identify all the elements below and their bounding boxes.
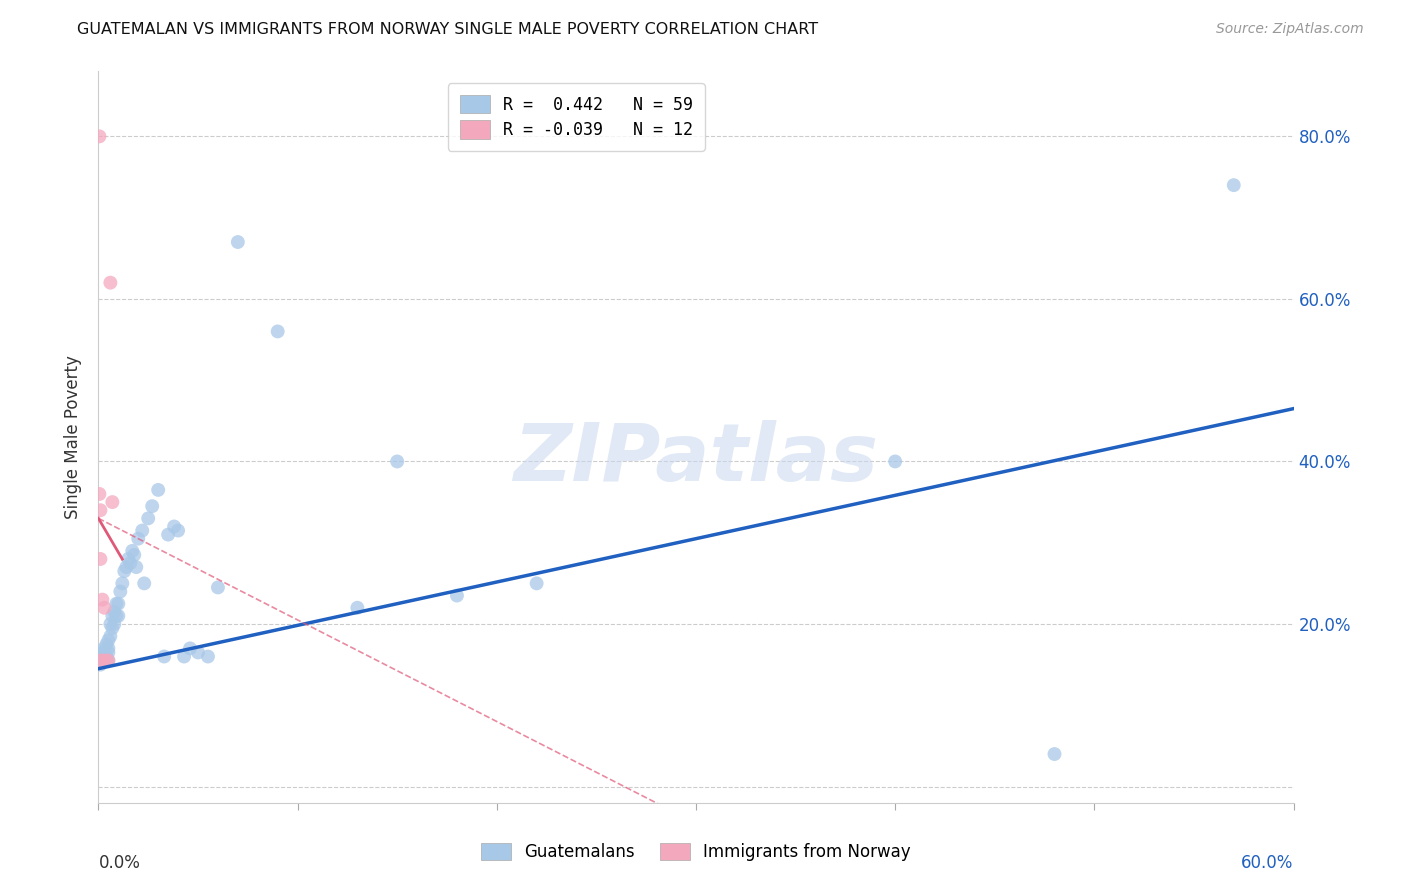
Point <box>93 654 115 668</box>
Point <box>127 532 149 546</box>
Point <box>107 597 129 611</box>
Text: 60.0%: 60.0% <box>1241 854 1294 872</box>
Point <box>97 633 120 648</box>
Point <box>526 576 548 591</box>
Point <box>96 654 118 668</box>
Point <box>89 654 111 668</box>
Text: Source: ZipAtlas.com: Source: ZipAtlas.com <box>1216 22 1364 37</box>
Legend: Guatemalans, Immigrants from Norway: Guatemalans, Immigrants from Norway <box>474 836 918 868</box>
Point <box>187 645 209 659</box>
Point <box>89 654 111 668</box>
Point <box>97 654 120 668</box>
Point <box>93 645 115 659</box>
Point <box>148 483 170 497</box>
Point <box>163 519 186 533</box>
Point <box>111 576 134 591</box>
Point <box>346 600 368 615</box>
Point <box>91 654 114 668</box>
Point <box>97 654 120 668</box>
Point <box>153 649 176 664</box>
Point <box>89 657 111 672</box>
Text: ZIPatlas: ZIPatlas <box>513 420 879 498</box>
Point <box>91 592 114 607</box>
Point <box>120 556 142 570</box>
Point <box>167 524 190 538</box>
Point <box>103 605 125 619</box>
Point <box>96 637 118 651</box>
Point <box>136 511 159 525</box>
Point <box>124 548 146 562</box>
Point <box>226 235 249 249</box>
Point <box>101 621 124 635</box>
Point <box>98 276 122 290</box>
Point <box>267 325 290 339</box>
Point <box>89 503 111 517</box>
Point <box>1043 747 1066 761</box>
Point <box>96 654 118 668</box>
Point <box>93 641 115 656</box>
Point <box>89 552 111 566</box>
Point <box>101 495 124 509</box>
Point <box>112 564 135 578</box>
Point <box>107 608 129 623</box>
Point <box>103 617 125 632</box>
Point <box>98 617 122 632</box>
Point <box>89 487 111 501</box>
Point <box>98 629 122 643</box>
Point <box>110 584 132 599</box>
Point <box>197 649 219 664</box>
Point <box>446 589 468 603</box>
Point <box>93 600 115 615</box>
Point <box>121 544 143 558</box>
Point <box>89 129 111 144</box>
Point <box>96 649 118 664</box>
Point <box>134 576 156 591</box>
Text: 0.0%: 0.0% <box>98 854 141 872</box>
Point <box>385 454 409 468</box>
Point <box>115 560 138 574</box>
Point <box>97 641 120 656</box>
Point <box>91 654 114 668</box>
Point <box>131 524 153 538</box>
Point <box>105 608 128 623</box>
Point <box>179 641 201 656</box>
Text: GUATEMALAN VS IMMIGRANTS FROM NORWAY SINGLE MALE POVERTY CORRELATION CHART: GUATEMALAN VS IMMIGRANTS FROM NORWAY SIN… <box>77 22 818 37</box>
Point <box>105 597 128 611</box>
Point <box>91 649 114 664</box>
Point <box>91 645 114 659</box>
Point <box>207 581 229 595</box>
Point <box>101 608 124 623</box>
Point <box>91 654 114 668</box>
Point <box>125 560 148 574</box>
Point <box>1223 178 1246 193</box>
Point <box>97 645 120 659</box>
Point <box>173 649 195 664</box>
Point <box>141 499 163 513</box>
Point <box>157 527 180 541</box>
Y-axis label: Single Male Poverty: Single Male Poverty <box>65 355 83 519</box>
Point <box>884 454 907 468</box>
Point <box>117 552 139 566</box>
Point <box>89 649 111 664</box>
